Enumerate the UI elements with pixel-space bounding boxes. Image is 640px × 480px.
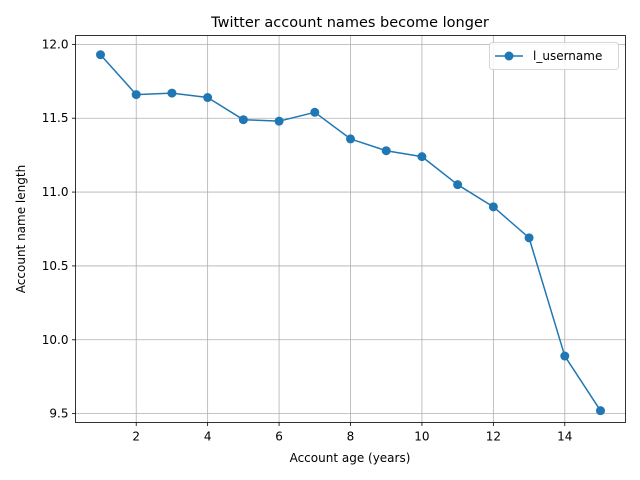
data-point — [381, 146, 391, 156]
data-point — [238, 115, 248, 125]
data-point — [524, 233, 534, 243]
y-tick-label: 12.0 — [42, 37, 69, 51]
data-point — [96, 50, 105, 60]
data-point — [417, 152, 427, 162]
data-point — [310, 107, 320, 117]
x-tick-label: 12 — [486, 430, 501, 444]
x-tick-label: 8 — [347, 430, 355, 444]
legend-box — [489, 42, 619, 70]
data-point — [596, 406, 605, 416]
data-point — [560, 351, 570, 361]
legend-label-l-username: l_username — [533, 49, 602, 63]
x-tick-label: 10 — [414, 430, 429, 444]
y-tick-label: 11.5 — [42, 111, 69, 125]
x-axis-label: Account age (years) — [290, 451, 411, 465]
chart-title: Twitter account names become longer — [210, 15, 489, 31]
y-tick-label: 10.0 — [42, 333, 69, 347]
data-point — [274, 116, 284, 126]
legend: l_username — [489, 42, 619, 70]
data-point — [346, 134, 355, 144]
x-tick-label: 4 — [204, 430, 212, 444]
axis-ticks: 2 4 6 8 10 12 14 9.5 10.0 10.5 11.0 11.5 12.0 — [42, 37, 573, 443]
y-axis-label: Account name length — [14, 165, 28, 293]
series-layer — [96, 50, 605, 416]
y-tick-label: 10.5 — [42, 259, 69, 273]
data-point — [131, 90, 141, 100]
data-point — [167, 88, 177, 98]
data-point — [488, 202, 498, 212]
y-tick-label: 11.0 — [42, 185, 69, 199]
y-tick-label: 9.5 — [49, 407, 68, 421]
x-tick-label: 14 — [557, 430, 572, 444]
data-point — [203, 93, 213, 103]
data-point — [453, 180, 463, 190]
legend-marker-sample — [504, 51, 514, 61]
x-tick-label: 2 — [132, 430, 140, 444]
x-tick-label: 6 — [275, 430, 283, 444]
